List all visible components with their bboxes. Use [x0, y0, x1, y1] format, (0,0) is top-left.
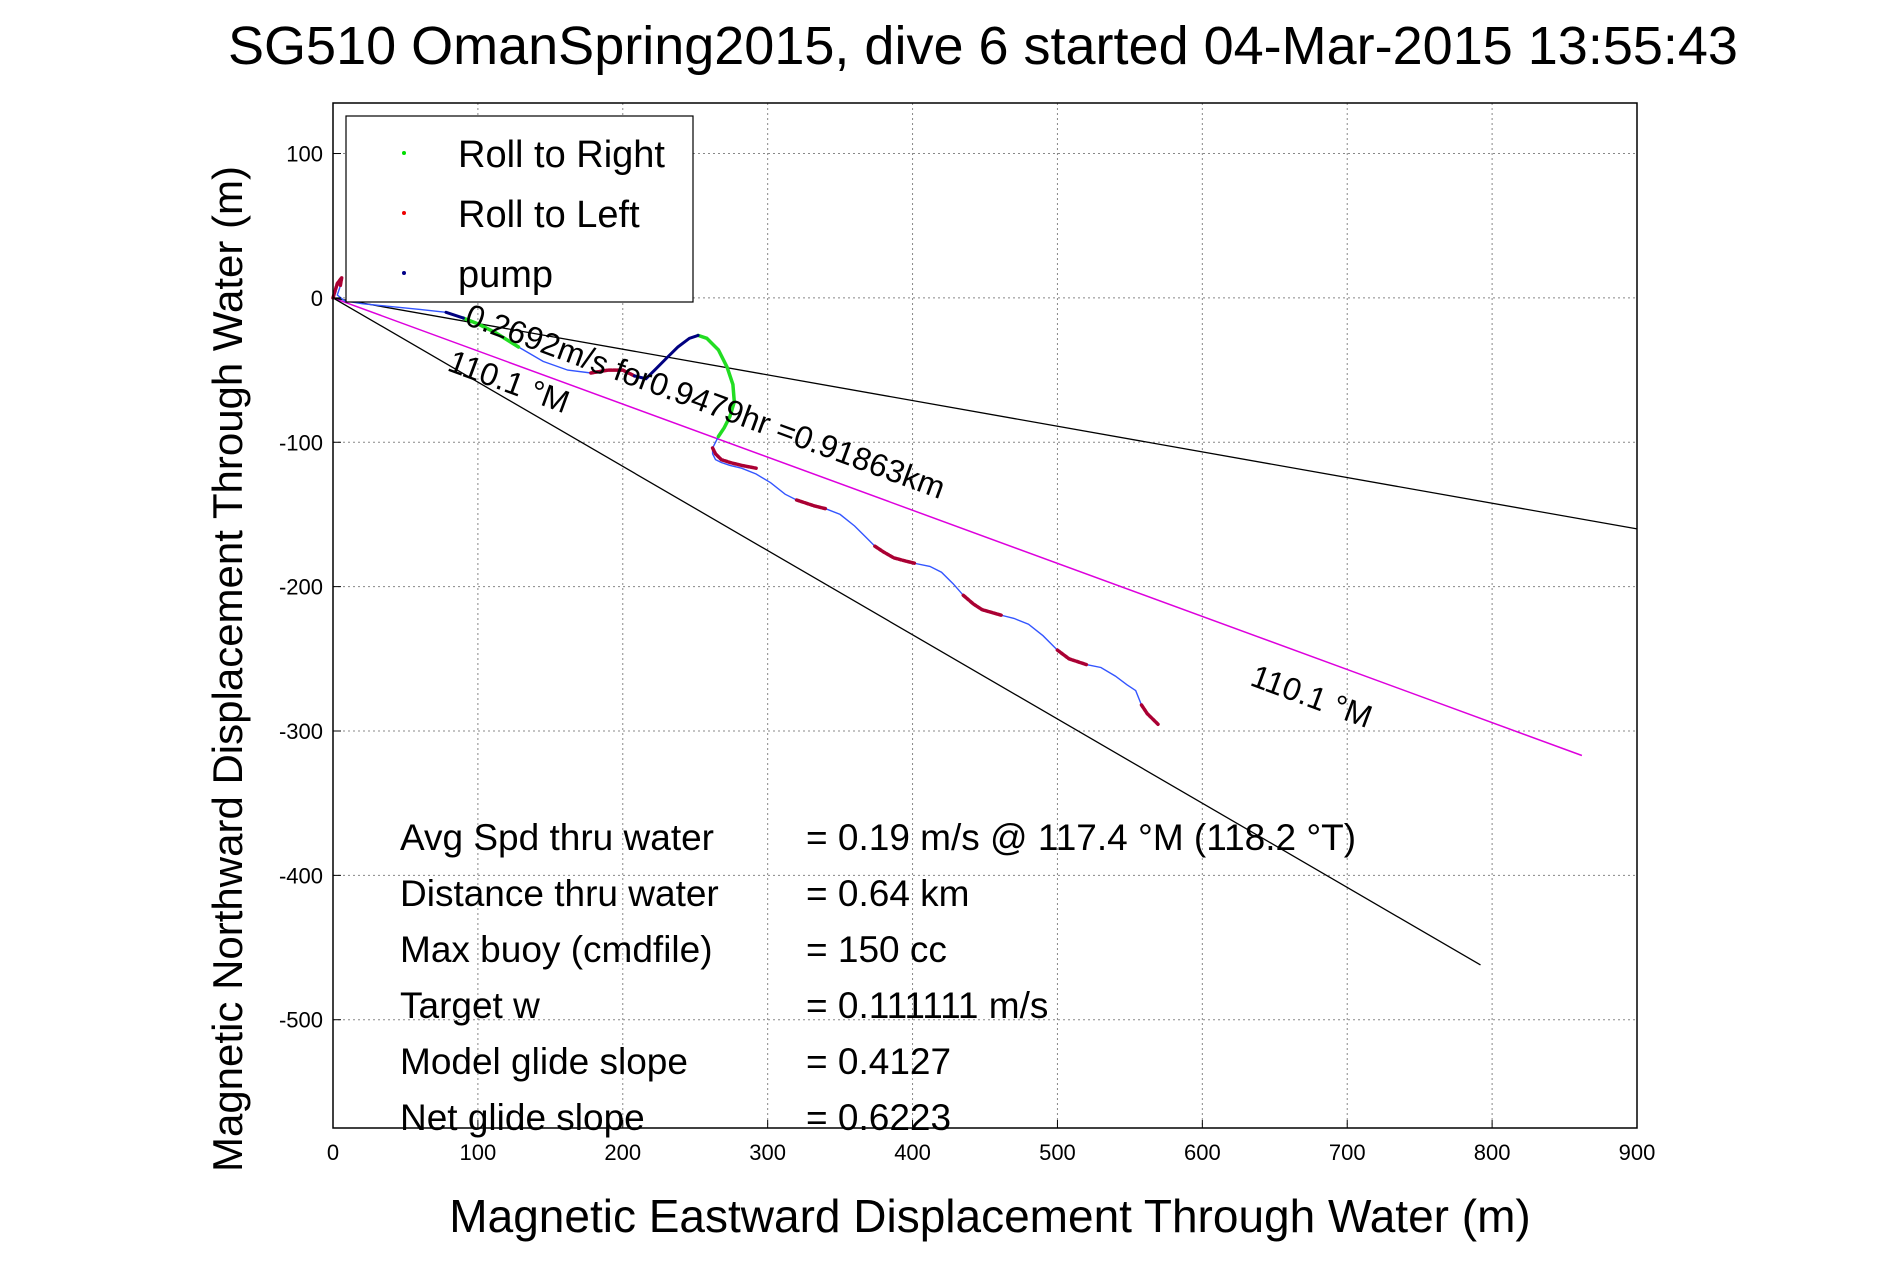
legend: Roll to Right Roll to Left pump: [345, 115, 694, 303]
axis-ticks: 0 100 200 300 400 500 600 700 800 9001000-100-200…: [279, 142, 1655, 1165]
x-tick-label: 400: [894, 1140, 931, 1165]
info-value: = 0.64 km: [806, 873, 970, 914]
info-label: Max buoy (cmdfile): [400, 929, 713, 970]
roll-left-segment: [1055, 648, 1089, 667]
y-tick-label: 0: [311, 286, 323, 311]
roll-left-segment: [794, 498, 828, 511]
x-tick-label: 300: [749, 1140, 786, 1165]
info-value: = 0.4127: [806, 1041, 951, 1082]
info-label: Avg Spd thru water: [400, 817, 714, 858]
x-tick-label: 900: [1619, 1140, 1656, 1165]
roll-right-segment: [461, 316, 521, 349]
y-tick-label: -200: [279, 575, 323, 600]
pump-segment: [632, 333, 700, 381]
x-tick-label: 200: [604, 1140, 641, 1165]
info-value: = 0.6223: [806, 1097, 951, 1138]
x-tick-label: 600: [1184, 1140, 1221, 1165]
roll-left-segment: [589, 368, 637, 378]
legend-marker: [402, 271, 406, 275]
plot-annotation: 110.1 °M: [1246, 658, 1377, 735]
pump-segment: [444, 310, 465, 320]
chart-title: SG510 OmanSpring2015, dive 6 started 04-…: [228, 16, 1738, 76]
reference-lines: [332, 297, 1638, 966]
y-tick-label: -500: [279, 1008, 323, 1033]
track-layer: [331, 276, 1161, 727]
y-tick-label: -300: [279, 719, 323, 744]
info-value: = 0.19 m/s @ 117.4 °M (118.2 °T): [806, 817, 1356, 858]
x-tick-label: 100: [460, 1140, 497, 1165]
reference-line: [332, 297, 1481, 966]
x-tick-label: 700: [1329, 1140, 1366, 1165]
roll-left-segment: [710, 446, 758, 470]
heading-line: [332, 297, 1583, 757]
legend-marker: [402, 211, 406, 215]
legend-label: Roll to Left: [458, 194, 640, 236]
info-value: = 0.111111 m/s: [806, 985, 1048, 1026]
roll-left-segment: [961, 593, 1005, 618]
roll-left-segment: [331, 276, 344, 300]
roll-left-segment: [873, 544, 918, 566]
x-tick-label: 800: [1474, 1140, 1511, 1165]
reference-line: [332, 297, 1638, 530]
info-value: = 150 cc: [806, 929, 947, 970]
info-block: Avg Spd thru water = 0.19 m/s @ 117.4 °M …: [400, 817, 1356, 1138]
y-tick-label: -400: [279, 863, 323, 888]
x-tick-label: 500: [1039, 1140, 1076, 1165]
x-axis-label: Magnetic Eastward Displacement Through W…: [449, 1190, 1530, 1242]
plot-frame: [332, 102, 1638, 1129]
legend-box: [345, 115, 694, 303]
info-label: Model glide slope: [400, 1041, 688, 1082]
legend-label: Roll to Right: [458, 134, 665, 176]
info-label: Net glide slope: [400, 1097, 645, 1138]
legend-marker: [402, 151, 406, 155]
roll-left-segment: [1139, 703, 1161, 727]
y-tick-label: 100: [286, 142, 323, 167]
legend-label: pump: [458, 254, 553, 296]
y-axis-label: Magnetic Northward Displacement Through …: [204, 166, 251, 1172]
y-tick-label: -100: [279, 430, 323, 455]
x-tick-label: 0: [327, 1140, 339, 1165]
info-label: Target w: [400, 985, 540, 1026]
roll-right-segment: [696, 333, 737, 439]
info-label: Distance thru water: [400, 873, 719, 914]
